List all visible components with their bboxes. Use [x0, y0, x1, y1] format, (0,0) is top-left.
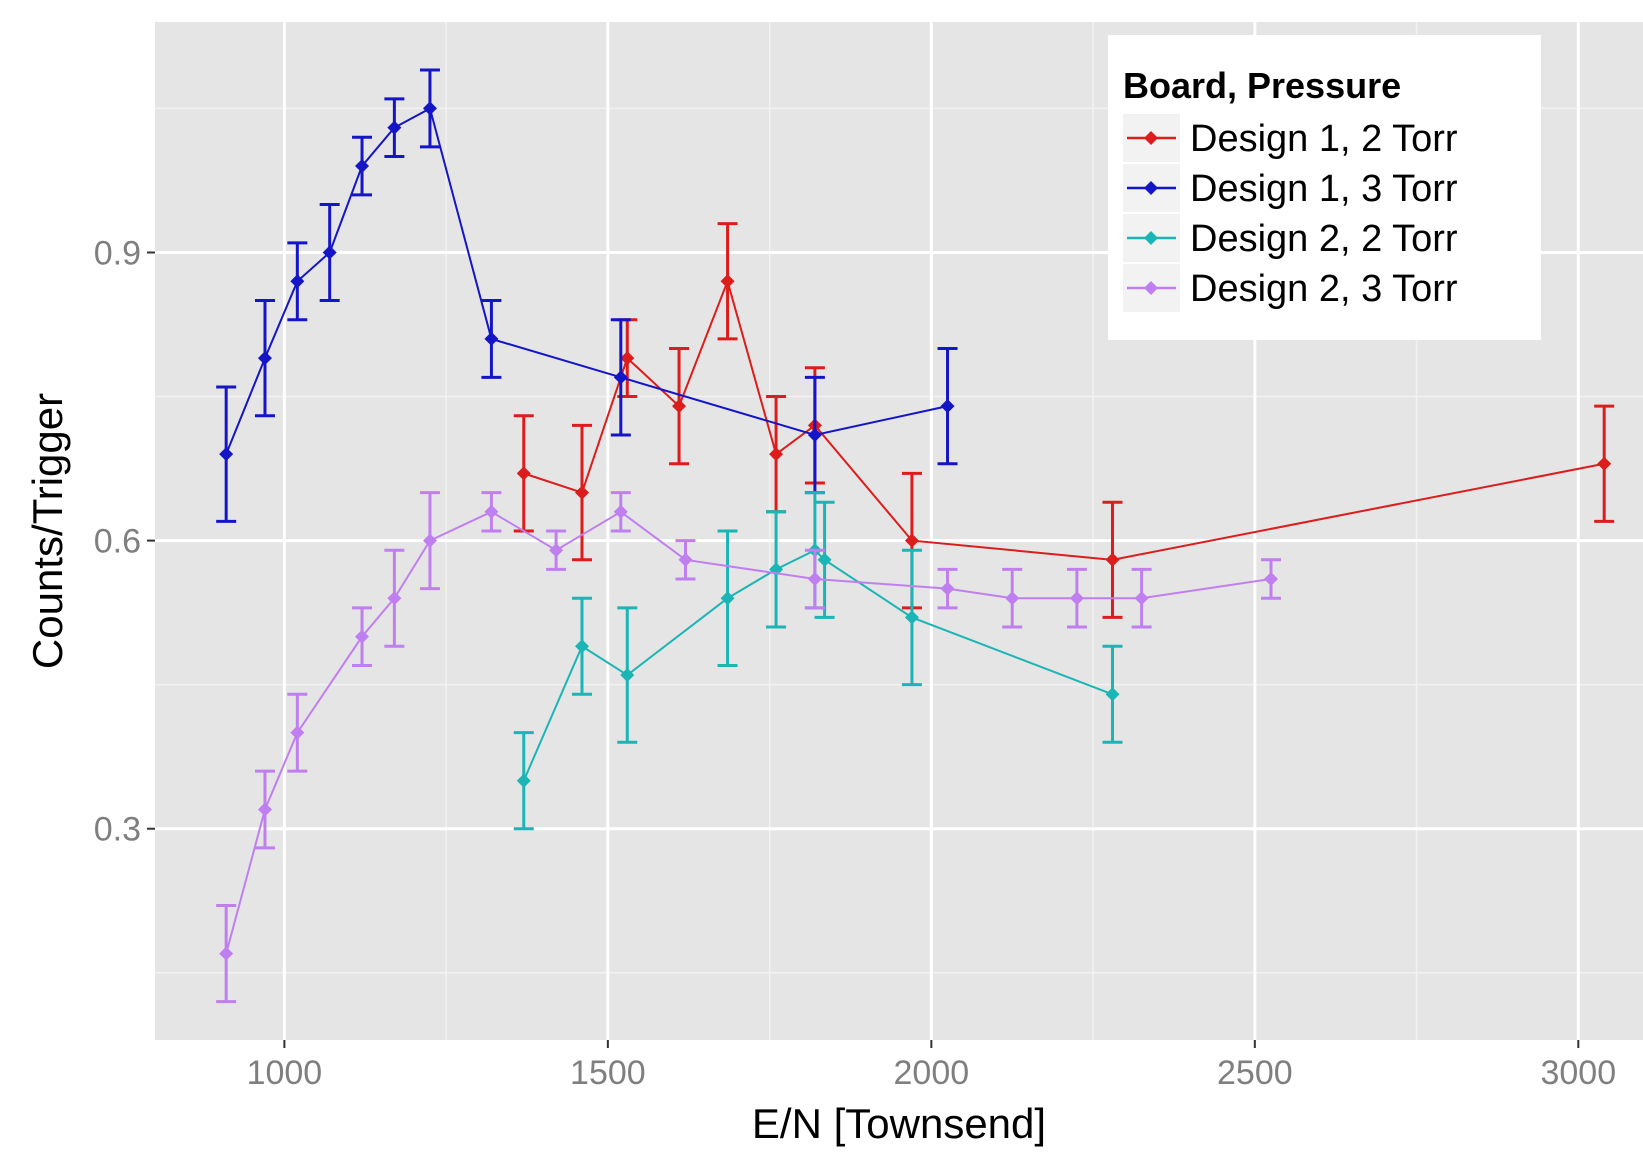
- legend-label: Design 1, 3 Torr: [1190, 168, 1458, 210]
- data-point: [355, 159, 370, 174]
- series-line: [225, 510, 1272, 954]
- data-point: [620, 668, 635, 683]
- data-point: [1264, 572, 1278, 587]
- legend-items: Design 1, 2 Torr Design 1, 3 Torr Design 2…: [1123, 114, 1458, 312]
- data-point: [219, 447, 234, 462]
- data-point: [904, 533, 919, 548]
- data-point: [219, 946, 234, 961]
- series-2: [216, 68, 958, 523]
- legend-key-marker: [1144, 131, 1158, 145]
- data-point: [769, 447, 784, 462]
- data-point: [904, 610, 919, 625]
- data-point: [422, 101, 437, 116]
- data-point: [720, 274, 735, 289]
- legend-key-marker: [1144, 181, 1158, 195]
- data-point: [620, 351, 635, 366]
- data-point: [484, 504, 499, 519]
- legend-box: [1108, 35, 1541, 340]
- data-point: [387, 120, 402, 135]
- data-point: [672, 399, 687, 414]
- legend-label: Design 1, 2 Torr: [1190, 118, 1458, 160]
- data-point: [807, 427, 822, 442]
- x-axis-ticks: 1000 1500 2000 2500 3000: [247, 1040, 1616, 1092]
- legend-key-marker: [1144, 231, 1158, 245]
- data-point: [516, 773, 531, 788]
- data-point: [257, 802, 272, 817]
- data-point: [613, 370, 628, 385]
- y-axis-title: Counts/Trigger: [24, 393, 71, 669]
- data-point: [678, 552, 693, 567]
- legend-label: Design 2, 3 Torr: [1190, 268, 1458, 310]
- data-point: [1005, 591, 1020, 606]
- data-point: [940, 399, 955, 414]
- x-tick-label: 2500: [1217, 1054, 1293, 1092]
- y-tick-label: 0.9: [94, 234, 141, 272]
- data-point: [516, 466, 531, 481]
- data-point: [290, 725, 305, 740]
- legend-item: Design 2, 2 Torr: [1123, 214, 1458, 262]
- data-point: [807, 572, 822, 587]
- data-point: [817, 552, 832, 567]
- data-point: [484, 331, 499, 346]
- legend-item: Design 1, 2 Torr: [1123, 114, 1458, 162]
- data-point: [387, 591, 402, 606]
- legend-item: Design 2, 3 Torr: [1123, 264, 1458, 312]
- legend-item: Design 1, 3 Torr: [1123, 164, 1458, 212]
- data-point: [574, 485, 589, 500]
- data-point: [720, 591, 735, 606]
- legend-label: Design 2, 2 Torr: [1190, 218, 1458, 260]
- data-point: [1069, 591, 1084, 606]
- series-4: [216, 491, 1281, 1004]
- x-tick-label: 2000: [894, 1054, 970, 1092]
- data-point: [613, 504, 628, 519]
- legend-key-marker: [1144, 281, 1158, 295]
- y-tick-label: 0.3: [94, 811, 141, 849]
- x-tick-label: 1500: [570, 1054, 646, 1092]
- y-axis-ticks: 0.3 0.6 0.9: [94, 234, 155, 849]
- x-axis-title: E/N [Townsend]: [752, 1100, 1046, 1147]
- data-point: [290, 274, 305, 289]
- data-point: [549, 543, 564, 558]
- x-tick-label: 1000: [247, 1054, 323, 1092]
- data-point: [1597, 456, 1612, 471]
- y-tick-label: 0.6: [94, 523, 141, 561]
- data-point: [574, 639, 589, 654]
- data-point: [422, 533, 437, 548]
- data-point: [1105, 552, 1120, 567]
- data-point: [940, 581, 955, 596]
- data-point: [1105, 687, 1120, 702]
- grid-major: [155, 22, 1643, 1040]
- data-point: [355, 629, 370, 644]
- data-point: [322, 245, 337, 260]
- series-line: [523, 278, 1605, 561]
- legend-title: Board, Pressure: [1123, 65, 1401, 106]
- data-point: [1134, 591, 1149, 606]
- x-tick-label: 3000: [1540, 1054, 1616, 1092]
- data-point: [257, 351, 272, 366]
- series-layer: [216, 68, 1615, 1004]
